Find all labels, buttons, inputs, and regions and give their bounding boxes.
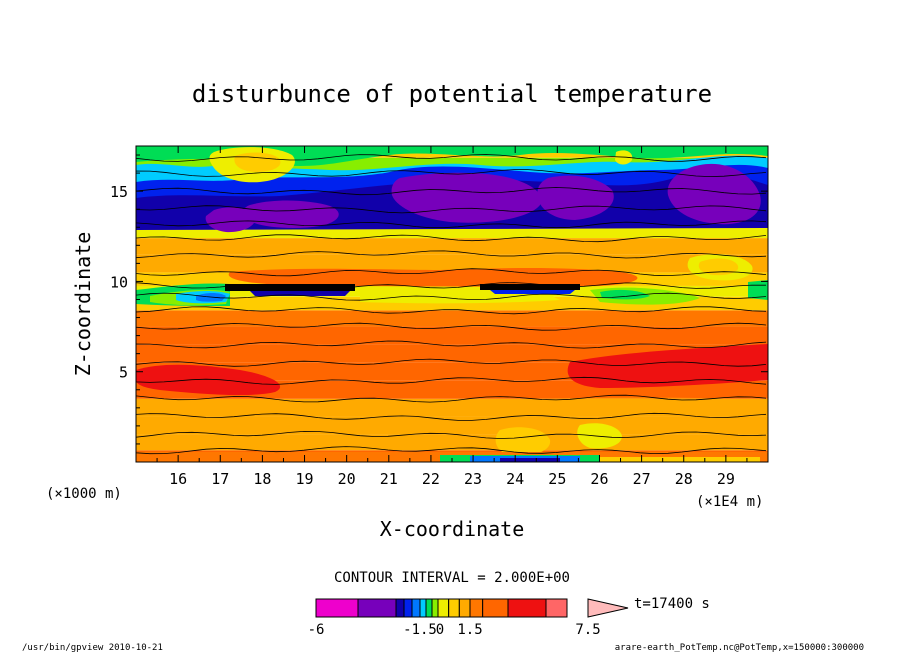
contour-line [136, 358, 767, 367]
contour-line [136, 394, 767, 403]
contour-line [136, 446, 767, 455]
x-tick-label: 19 [296, 470, 314, 488]
contour-line [136, 154, 767, 162]
colorbar-swatch [545, 598, 568, 618]
colorbar-swatch [482, 598, 509, 618]
footer-right: arare-earth_PotTemp.nc@PotTemp,x=150000:… [615, 643, 864, 653]
x-tick-label: 27 [633, 470, 651, 488]
colorbar-swatch [395, 598, 405, 618]
contour-interval-text: CONTOUR INTERVAL = 2.000E+00 [334, 570, 570, 586]
x-tick-label: 24 [506, 470, 524, 488]
chart-title: disturbunce of potential temperature [192, 80, 712, 108]
y-tick-label: 10 [110, 273, 128, 291]
colorbar-label: -1.5 [403, 622, 437, 638]
band-z-8 [136, 310, 768, 327]
band-z-1 [136, 434, 768, 451]
colorbar-swatch [437, 598, 450, 618]
x-tick-label: 18 [253, 470, 271, 488]
colorbar-swatch [411, 598, 421, 618]
upper-purple-blobs [136, 146, 768, 233]
colorbar-swatch [425, 598, 433, 618]
x-tick-label: 29 [717, 470, 735, 488]
contour-line [136, 340, 767, 349]
colorbar-swatch [315, 598, 359, 618]
colorbar-label: 0 [436, 622, 444, 638]
footer-left: /usr/bin/gpview 2010-10-21 [22, 643, 163, 653]
time-text: t=17400 s [634, 596, 710, 612]
contour-line [136, 376, 767, 385]
x-axis: 16 17 18 19 20 21 22 23 24 25 26 27 28 29 [156, 146, 748, 488]
colorbar-swatch [507, 598, 547, 618]
y-axis-label: Z-coordinate [71, 232, 95, 377]
x-tick-label: 22 [422, 470, 440, 488]
contour-line [136, 292, 767, 301]
colorbar-swatch [419, 598, 427, 618]
band-z-11 [136, 254, 768, 273]
colorbar-labels: -6 -1.50 1.5 7.5 [308, 622, 601, 638]
colorbar-swatch [403, 598, 413, 618]
x-tick-label: 25 [548, 470, 566, 488]
colorbar-swatch [431, 598, 439, 618]
y-tick-label: 5 [119, 364, 128, 382]
colorbar-label: -6 [308, 622, 325, 638]
colorbar-label: 1.5 [457, 622, 482, 638]
colorbar [315, 598, 629, 618]
x-unit-right: (×1E4 m) [696, 494, 763, 510]
contour-line [136, 220, 767, 229]
colorbar-swatch [448, 598, 460, 618]
colorbar-swatch [357, 598, 397, 618]
y-axis: 5 10 15 [110, 154, 768, 445]
contour-line [136, 282, 767, 291]
colorbar-extend-arrow [587, 598, 629, 618]
contour-line [136, 268, 767, 277]
band-z-12 [136, 238, 768, 255]
x-tick-label: 20 [338, 470, 356, 488]
x-axis-label: X-coordinate [380, 517, 525, 541]
colorbar-swatch [469, 598, 484, 618]
x-unit-left: (×1000 m) [46, 486, 122, 502]
contour-line [136, 322, 767, 331]
x-tick-label: 23 [464, 470, 482, 488]
contour-line [136, 430, 767, 439]
colorbar-label: 7.5 [575, 622, 600, 638]
x-tick-label: 21 [380, 470, 398, 488]
contour-line [136, 412, 767, 421]
x-tick-label: 26 [590, 470, 608, 488]
x-tick-label: 17 [211, 470, 229, 488]
contour-line [136, 205, 767, 214]
contour-line [136, 234, 767, 243]
x-tick-label: 28 [675, 470, 693, 488]
contour-line [136, 169, 767, 178]
contour-line [136, 250, 767, 259]
band-z-7 [136, 326, 768, 345]
contour-field [136, 146, 768, 462]
x-tick-label: 16 [169, 470, 187, 488]
colorbar-swatch [458, 598, 471, 618]
contour-line [136, 187, 767, 196]
contour-lines [136, 154, 767, 455]
y-tick-label: 15 [110, 183, 128, 201]
contour-line [136, 306, 767, 315]
